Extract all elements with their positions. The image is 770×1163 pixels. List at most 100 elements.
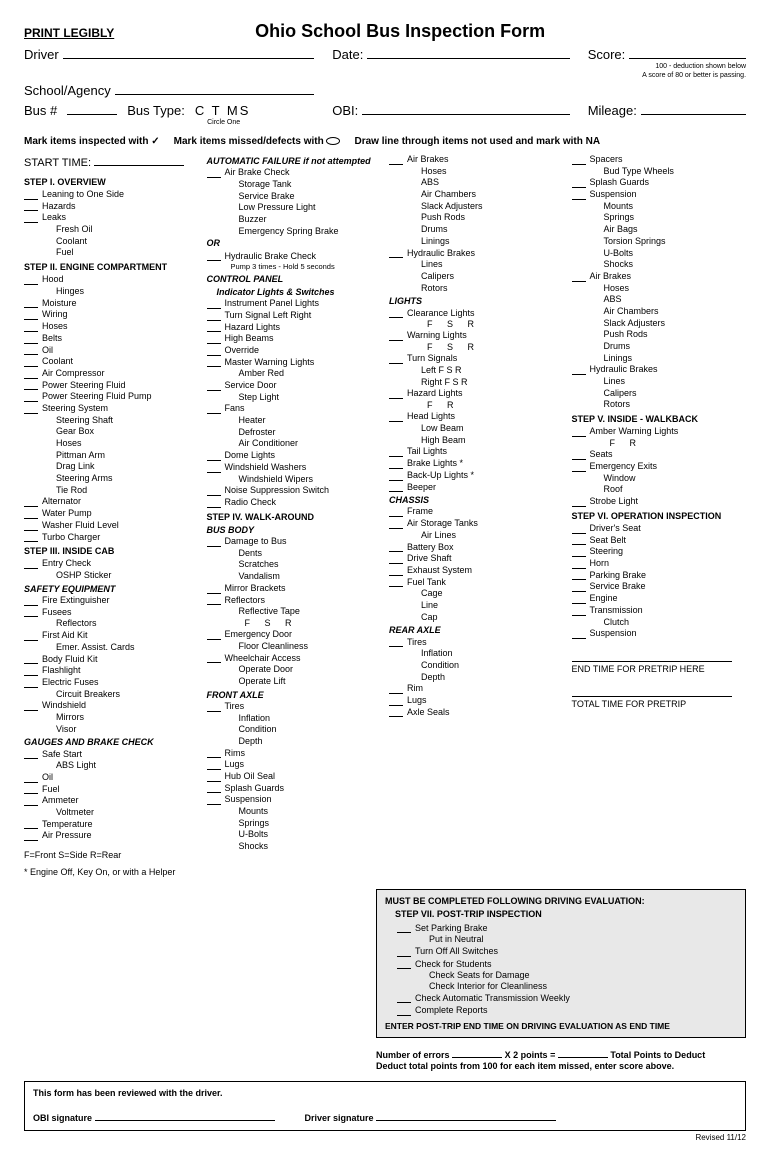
- check-item[interactable]: Air Conditioner: [207, 438, 382, 450]
- check-item[interactable]: Power Steering Fluid Pump: [24, 391, 199, 403]
- check-item[interactable]: Oil: [24, 772, 199, 784]
- check-item[interactable]: Drive Shaft: [389, 553, 564, 565]
- check-item[interactable]: Circuit Breakers: [24, 689, 199, 701]
- check-item[interactable]: Defroster: [207, 427, 382, 439]
- check-item[interactable]: Hoses: [389, 166, 564, 178]
- check-item[interactable]: Mirrors: [24, 712, 199, 724]
- check-item[interactable]: Wheelchair Access: [207, 653, 382, 665]
- check-item[interactable]: Wiring: [24, 309, 199, 321]
- check-item[interactable]: Rim: [389, 683, 564, 695]
- check-item[interactable]: Frame: [389, 506, 564, 518]
- check-item[interactable]: Dents: [207, 548, 382, 560]
- obi-sig-field[interactable]: [95, 1109, 275, 1121]
- check-item[interactable]: Splash Guards: [207, 783, 382, 795]
- check-item[interactable]: Fusees: [24, 607, 199, 619]
- check-item[interactable]: Coolant: [24, 236, 199, 248]
- check-item[interactable]: Lines: [572, 376, 747, 388]
- check-item[interactable]: Leaks: [24, 212, 199, 224]
- check-item[interactable]: Fuel: [24, 784, 199, 796]
- check-item[interactable]: Emer. Assist. Cards: [24, 642, 199, 654]
- check-item[interactable]: U-Bolts: [207, 829, 382, 841]
- check-item[interactable]: Line: [389, 600, 564, 612]
- check-item[interactable]: Push Rods: [389, 212, 564, 224]
- total-time-field[interactable]: [572, 685, 732, 697]
- check-item[interactable]: Clearance Lights: [389, 308, 564, 320]
- check-item[interactable]: Hoses: [572, 283, 747, 295]
- check-item[interactable]: Steering Shaft: [24, 415, 199, 427]
- check-item[interactable]: Electric Fuses: [24, 677, 199, 689]
- check-item[interactable]: Flashlight: [24, 665, 199, 677]
- school-field[interactable]: [115, 83, 315, 95]
- check-item[interactable]: Reflectors: [24, 618, 199, 630]
- check-item[interactable]: Vandalism: [207, 571, 382, 583]
- errors-field[interactable]: [452, 1046, 502, 1058]
- check-item[interactable]: Safe Start: [24, 749, 199, 761]
- check-item[interactable]: Condition: [207, 724, 382, 736]
- check-item[interactable]: Leaning to One Side: [24, 189, 199, 201]
- check-item[interactable]: Amber Warning Lights: [572, 426, 747, 438]
- check-item[interactable]: Voltmeter: [24, 807, 199, 819]
- check-item[interactable]: Slack Adjusters: [389, 201, 564, 213]
- check-item[interactable]: Operate Door: [207, 664, 382, 676]
- check-item[interactable]: Hydraulic Brakes: [389, 248, 564, 260]
- check-item[interactable]: Oil: [24, 345, 199, 357]
- check-item[interactable]: Springs: [572, 212, 747, 224]
- check-item[interactable]: Mounts: [572, 201, 747, 213]
- check-item[interactable]: Air Lines: [389, 530, 564, 542]
- check-item[interactable]: Tires: [389, 637, 564, 649]
- check-item[interactable]: Air Brake Check: [207, 167, 382, 179]
- check-item[interactable]: Air Brakes: [572, 271, 747, 283]
- check-item[interactable]: Rotors: [572, 399, 747, 411]
- pt-item[interactable]: Check for Students: [385, 958, 737, 970]
- check-item[interactable]: Drag Link: [24, 461, 199, 473]
- check-item[interactable]: Linings: [572, 353, 747, 365]
- check-item[interactable]: Depth: [207, 736, 382, 748]
- busnum-field[interactable]: [67, 103, 117, 115]
- check-item[interactable]: Fuel: [24, 247, 199, 259]
- check-item[interactable]: Noise Suppression Switch: [207, 485, 382, 497]
- check-item[interactable]: Fans: [207, 403, 382, 415]
- check-item[interactable]: Rims: [207, 748, 382, 760]
- check-item[interactable]: Seat Belt: [572, 535, 747, 547]
- check-item[interactable]: Splash Guards: [572, 177, 747, 189]
- check-item[interactable]: Pittman Arm: [24, 450, 199, 462]
- pt-item[interactable]: Check Seats for Damage: [385, 970, 737, 981]
- score-field[interactable]: [629, 47, 746, 59]
- check-item[interactable]: Temperature: [24, 819, 199, 831]
- date-field[interactable]: [367, 47, 569, 59]
- check-item[interactable]: Instrument Panel Lights: [207, 298, 382, 310]
- check-item[interactable]: Exhaust System: [389, 565, 564, 577]
- check-item[interactable]: U-Bolts: [572, 248, 747, 260]
- check-item[interactable]: ABS: [572, 294, 747, 306]
- check-item[interactable]: Scratches: [207, 559, 382, 571]
- check-item[interactable]: Spacers: [572, 154, 747, 166]
- pt-item[interactable]: Turn Off All Switches: [385, 945, 737, 957]
- check-item[interactable]: Calipers: [572, 388, 747, 400]
- check-item[interactable]: Cap: [389, 612, 564, 624]
- check-item[interactable]: Roof: [572, 484, 747, 496]
- check-item[interactable]: Hub Oil Seal: [207, 771, 382, 783]
- check-item[interactable]: Air Compressor: [24, 368, 199, 380]
- check-item[interactable]: Strobe Light: [572, 496, 747, 508]
- check-item[interactable]: Hazards: [24, 201, 199, 213]
- check-item[interactable]: Service Brake: [572, 581, 747, 593]
- check-item[interactable]: Master Warning Lights: [207, 357, 382, 369]
- check-item[interactable]: Depth: [389, 672, 564, 684]
- pt-item[interactable]: Check Automatic Transmission Weekly: [385, 992, 737, 1004]
- check-item[interactable]: Water Pump: [24, 508, 199, 520]
- check-item[interactable]: Seats: [572, 449, 747, 461]
- check-item[interactable]: Bud Type Wheels: [572, 166, 747, 178]
- check-item[interactable]: Visor: [24, 724, 199, 736]
- check-item[interactable]: Reflectors: [207, 595, 382, 607]
- check-item[interactable]: Cage: [389, 588, 564, 600]
- check-item[interactable]: Driver's Seat: [572, 523, 747, 535]
- pt-item[interactable]: Set Parking Brake: [385, 922, 737, 934]
- check-item[interactable]: Windshield: [24, 700, 199, 712]
- check-item[interactable]: Steering: [572, 546, 747, 558]
- check-item[interactable]: Lugs: [389, 695, 564, 707]
- check-item[interactable]: Ammeter: [24, 795, 199, 807]
- check-item[interactable]: Radio Check: [207, 497, 382, 509]
- check-item[interactable]: Step Light: [207, 392, 382, 404]
- check-item[interactable]: Lugs: [207, 759, 382, 771]
- check-item[interactable]: Emergency Spring Brake: [207, 226, 382, 238]
